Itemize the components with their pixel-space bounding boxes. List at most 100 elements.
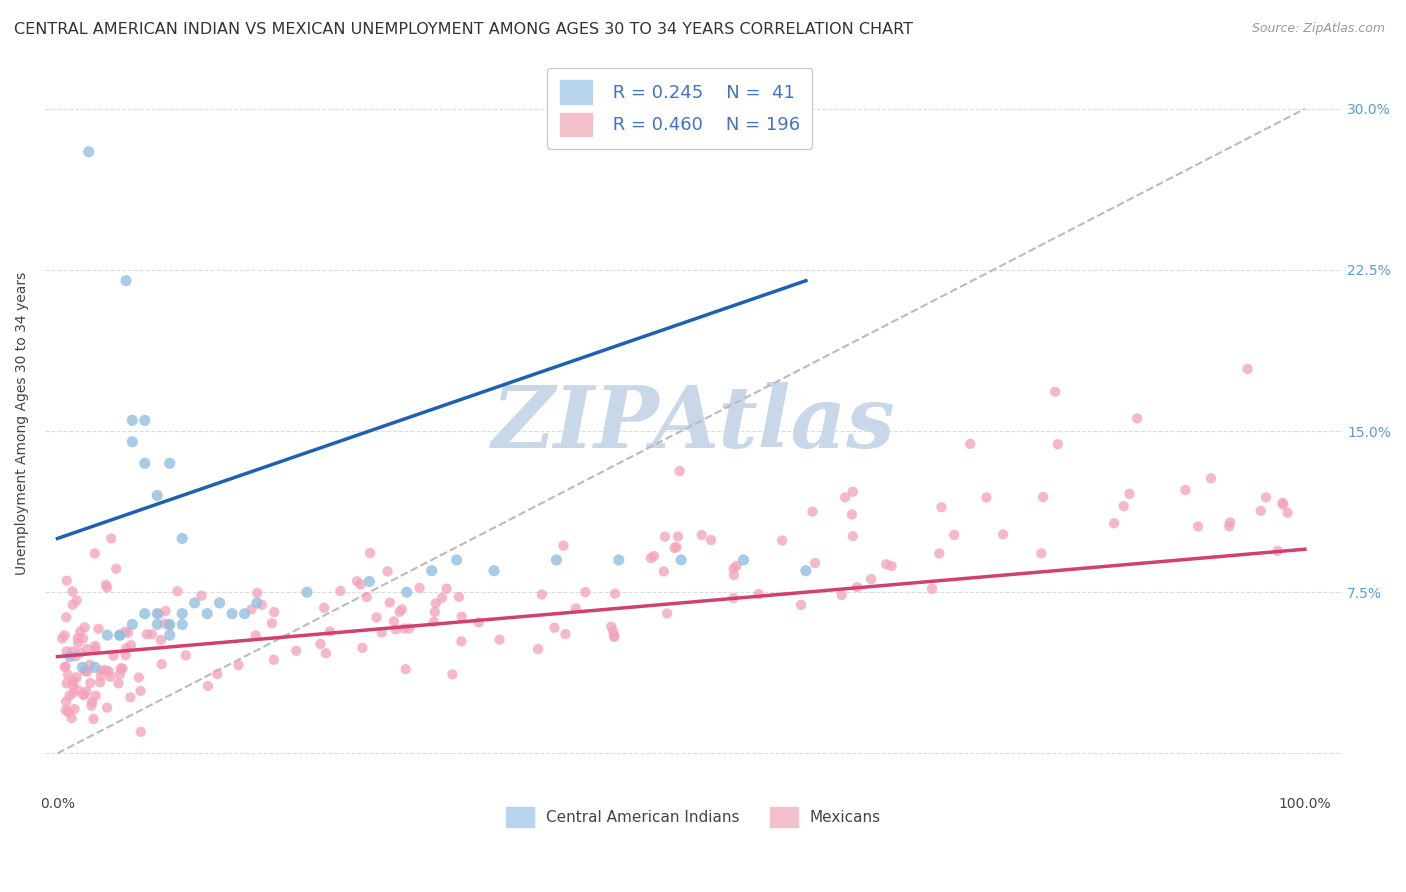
Point (115, 274, 138, 288)
Point (66, 631, 89, 645)
Point (530, 587, 553, 601)
Point (83, 547, 105, 561)
Point (79, 657, 101, 672)
Point (62, 598, 84, 612)
Point (159, 456, 181, 470)
Text: Source: ZipAtlas.com: Source: ZipAtlas.com (1251, 22, 1385, 36)
Point (72, 632, 94, 646)
Point (82, 695, 104, 709)
Point (600, 620, 623, 634)
Point (110, 661, 132, 675)
Point (602, 624, 624, 639)
Point (120, 690, 142, 705)
Point (652, 565, 675, 579)
Point (1267, 544, 1289, 558)
Point (423, 605, 446, 619)
Point (172, 617, 194, 632)
Point (860, 572, 883, 586)
Point (135, 627, 157, 641)
Point (121, 617, 143, 632)
Point (83, 712, 105, 726)
Point (976, 491, 998, 505)
Point (527, 642, 550, 657)
Point (73, 620, 96, 634)
Point (108, 628, 131, 642)
Point (723, 568, 745, 582)
Point (114, 624, 136, 639)
Point (134, 413, 156, 427)
Point (129, 724, 152, 739)
Point (748, 587, 770, 601)
Point (121, 434, 143, 449)
Point (84, 689, 107, 703)
Point (804, 556, 827, 570)
Point (90, 669, 112, 683)
Point (115, 641, 138, 656)
Point (841, 508, 863, 522)
Point (346, 574, 368, 589)
Y-axis label: Unemployment Among Ages 30 to 34 years: Unemployment Among Ages 30 to 34 years (15, 272, 30, 575)
Point (66, 593, 89, 607)
Point (146, 489, 169, 503)
Point (60, 711, 83, 725)
Point (378, 595, 401, 609)
Point (603, 630, 626, 644)
Point (790, 598, 813, 612)
Point (643, 549, 665, 564)
Point (195, 607, 218, 621)
Point (700, 533, 723, 547)
Text: ZIPAtlas: ZIPAtlas (492, 382, 896, 466)
Point (1126, 411, 1149, 425)
Point (56, 668, 79, 682)
Point (991, 527, 1014, 541)
Point (172, 607, 194, 621)
Point (295, 585, 318, 599)
Point (446, 553, 468, 567)
Point (1187, 519, 1209, 533)
Point (121, 413, 143, 427)
Point (309, 637, 332, 651)
Point (1236, 362, 1258, 376)
Point (329, 584, 352, 599)
Point (174, 648, 197, 663)
Point (1277, 506, 1299, 520)
Point (1250, 504, 1272, 518)
Point (51, 632, 73, 646)
Point (146, 617, 169, 632)
Point (62, 678, 84, 692)
Point (260, 616, 283, 631)
Point (482, 564, 505, 578)
Point (669, 553, 692, 567)
Point (73, 688, 96, 702)
Point (141, 627, 163, 641)
Point (146, 607, 169, 621)
Point (111, 662, 134, 676)
Point (155, 604, 177, 618)
Point (59, 649, 82, 664)
Point (207, 667, 229, 681)
Point (382, 615, 405, 629)
Point (129, 684, 152, 698)
Point (228, 658, 250, 673)
Point (488, 632, 510, 647)
Point (447, 590, 470, 604)
Point (640, 551, 662, 566)
Point (55, 703, 77, 717)
Point (69, 624, 91, 639)
Point (842, 484, 865, 499)
Point (157, 618, 180, 632)
Legend: Central American Indians, Mexicans: Central American Indians, Mexicans (498, 798, 890, 836)
Point (880, 559, 903, 574)
Point (103, 648, 125, 663)
Point (794, 564, 817, 578)
Point (221, 607, 243, 621)
Point (62, 686, 84, 700)
Point (100, 532, 122, 546)
Point (430, 591, 453, 605)
Point (352, 640, 374, 655)
Point (240, 602, 263, 616)
Point (1112, 500, 1135, 514)
Point (450, 609, 472, 624)
Point (366, 610, 388, 624)
Point (394, 662, 416, 676)
